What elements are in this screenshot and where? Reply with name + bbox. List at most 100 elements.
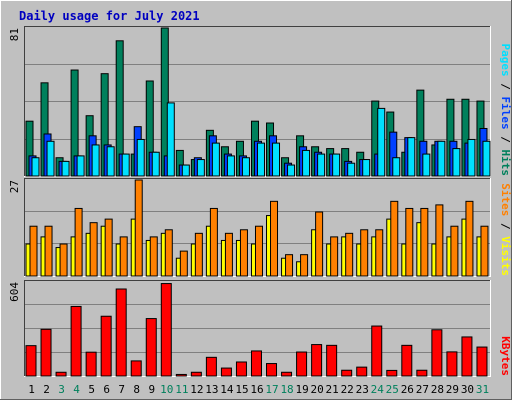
day-label-14: 14 (220, 383, 234, 396)
bar-sites-day-31 (480, 225, 489, 277)
bar-pages-day-24 (377, 107, 386, 177)
day-label-27: 27 (416, 383, 429, 396)
bar-pages-day-22 (347, 162, 356, 177)
legend-hits: Hits (499, 150, 512, 177)
bar-pages-day-4 (76, 155, 85, 177)
bar-pages-day-15 (241, 157, 250, 177)
day-label-30: 30 (461, 383, 474, 396)
bar-pages-day-13 (211, 142, 220, 177)
bar-sites-day-8 (134, 179, 143, 277)
bar-kbytes-day-4 (70, 305, 82, 377)
bar-pages-day-29 (452, 148, 461, 177)
bar-kbytes-day-17 (266, 363, 278, 377)
bar-kbytes-day-7 (115, 288, 127, 377)
bar-sites-day-17 (270, 200, 279, 277)
bar-pages-day-6 (106, 146, 115, 177)
bar-kbytes-day-3 (55, 371, 67, 377)
day-axis-labels: 1 2 3 4 5 6 7 8 9 10 11 12 13 14 15 16 17 18 19 20 21 22 23 24 2… (28, 383, 489, 396)
legend-sites-visits: Sites / Visits (499, 183, 512, 276)
bar-kbytes-day-5 (85, 351, 97, 377)
ymax-label-hits: 81 (8, 28, 21, 41)
bar-sites-day-23 (360, 229, 369, 277)
bar-pages-day-28 (437, 140, 446, 177)
day-label-2: 2 (43, 383, 50, 396)
bar-sites-day-16 (254, 225, 263, 277)
day-label-16: 16 (250, 383, 263, 396)
bar-pages-day-8 (136, 138, 145, 177)
legend-separator: / (499, 130, 512, 150)
bar-sites-day-13 (209, 207, 218, 277)
day-label-31: 31 (476, 383, 489, 396)
bar-pages-day-31 (482, 140, 491, 177)
bar-pages-day-10 (166, 102, 175, 177)
day-label-11: 11 (175, 383, 188, 396)
bar-kbytes-day-13 (205, 356, 217, 377)
bar-kbytes-day-30 (461, 336, 473, 377)
day-label-12: 12 (190, 383, 203, 396)
bar-sites-day-11 (179, 250, 188, 277)
day-label-18: 18 (280, 383, 293, 396)
bar-pages-day-18 (287, 164, 296, 177)
bar-kbytes-day-27 (416, 369, 428, 377)
bar-pages-day-14 (226, 155, 235, 177)
bar-kbytes-day-22 (341, 369, 353, 377)
day-label-9: 9 (148, 383, 155, 396)
day-label-5: 5 (88, 383, 95, 396)
day-label-13: 13 (205, 383, 218, 396)
day-label-23: 23 (356, 383, 369, 396)
bar-sites-day-25 (390, 200, 399, 277)
day-label-10: 10 (160, 383, 173, 396)
day-label-24: 24 (371, 383, 385, 396)
day-label-29: 29 (446, 383, 459, 396)
day-label-22: 22 (341, 383, 354, 396)
day-label-19: 19 (295, 383, 308, 396)
bar-kbytes-day-14 (220, 367, 232, 377)
legend-kbytes-group: KBytes (499, 336, 512, 376)
bar-pages-day-9 (151, 151, 160, 177)
bar-kbytes-day-1 (25, 345, 37, 377)
bar-sites-day-14 (224, 232, 233, 277)
panel-kbytes (24, 280, 491, 377)
legend-sites-visits-text: Sites / Visits (499, 183, 512, 276)
bar-sites-day-6 (104, 218, 113, 277)
bar-kbytes-day-10 (160, 283, 172, 377)
bar-sites-day-3 (59, 243, 68, 277)
bar-kbytes-day-18 (281, 371, 293, 377)
panel-hits-files-pages (24, 26, 491, 177)
bar-kbytes-day-26 (401, 344, 413, 377)
bar-pages-day-2 (46, 140, 55, 177)
bar-sites-day-28 (435, 204, 444, 277)
bar-pages-day-21 (332, 153, 341, 177)
bar-sites-day-4 (74, 207, 83, 277)
bar-kbytes-day-28 (431, 329, 443, 377)
bar-kbytes-day-31 (476, 346, 488, 377)
bar-pages-day-16 (256, 142, 265, 177)
bar-pages-day-11 (181, 164, 190, 177)
legend-hits-files-pages: Pages / Files / Hits (499, 44, 512, 177)
bar-sites-day-24 (375, 229, 384, 277)
bar-sites-day-1 (29, 225, 38, 277)
legend-visits: Visits (499, 236, 512, 276)
bar-sites-day-2 (44, 225, 53, 277)
legend-pages: Pages (499, 44, 512, 77)
legend-separator: / (499, 77, 512, 97)
day-label-17: 17 (265, 383, 278, 396)
day-label-3: 3 (58, 383, 65, 396)
bar-sites-day-22 (345, 232, 354, 277)
bar-pages-day-25 (392, 157, 401, 177)
bar-pages-day-7 (121, 153, 130, 177)
day-label-26: 26 (401, 383, 414, 396)
bar-pages-day-17 (272, 142, 281, 177)
bar-sites-day-5 (89, 222, 98, 277)
bar-kbytes-day-12 (190, 371, 202, 377)
bar-sites-day-27 (420, 207, 429, 277)
chart-title: Daily usage for July 2021 (19, 9, 200, 23)
bar-pages-day-30 (467, 138, 476, 177)
day-label-28: 28 (431, 383, 444, 396)
day-label-8: 8 (133, 383, 140, 396)
bar-kbytes-day-24 (371, 325, 383, 377)
bar-pages-day-3 (61, 160, 70, 177)
bar-sites-day-19 (300, 254, 309, 277)
bar-kbytes-day-21 (326, 344, 338, 377)
